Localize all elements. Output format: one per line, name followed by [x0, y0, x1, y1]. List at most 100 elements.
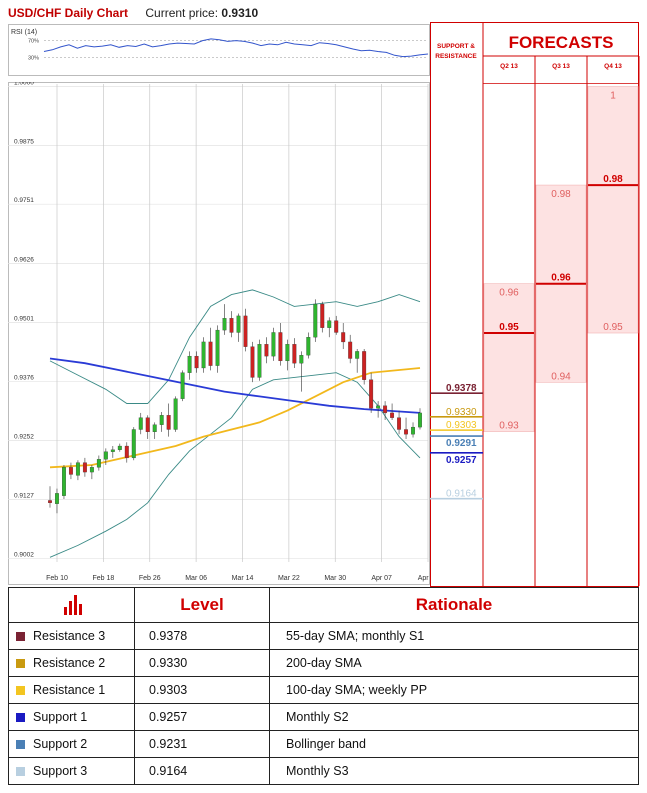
level-swatch: [16, 659, 25, 669]
level-swatch: [16, 686, 25, 696]
forecast-column-label: Q4 13: [604, 63, 622, 70]
candle: [89, 467, 94, 473]
candle: [418, 412, 422, 428]
levels-table: Level Rationale Resistance 3 0.9378 55-d…: [8, 587, 639, 785]
support-resistance-label: SUPPORT &: [437, 43, 475, 50]
candle: [159, 415, 164, 425]
candle: [138, 417, 143, 430]
level-name: Support 3: [33, 764, 88, 778]
level-swatch: [16, 713, 25, 723]
forecast-high-label: 0.96: [499, 288, 519, 299]
level-value: 0.9303: [134, 676, 270, 704]
level-rationale: 55-day SMA; monthly S1: [269, 622, 639, 650]
table-row: Resistance 1 0.9303 100-day SMA; weekly …: [8, 676, 639, 704]
y-tick-label: 0.9252: [14, 433, 34, 440]
candle: [257, 344, 262, 378]
support-resistance-label: RESISTANCE: [435, 53, 477, 60]
candle: [292, 344, 297, 364]
rsi-title: RSI (14): [11, 29, 37, 36]
candle: [187, 355, 192, 373]
candle: [306, 337, 311, 356]
candle: [180, 372, 185, 399]
level-name: Resistance 1: [33, 683, 106, 697]
candle: [348, 341, 353, 359]
candle: [55, 493, 59, 504]
y-tick-label: 0.9501: [14, 316, 34, 323]
forecast-column-label: Q3 13: [552, 63, 570, 70]
forecast-low-label: 0.93: [499, 421, 519, 432]
level-swatch: [16, 632, 25, 642]
bollinger-upper-line: [49, 289, 421, 404]
levels-table-header: Level Rationale: [8, 587, 639, 623]
candle: [327, 320, 332, 328]
level-label: 0.9164: [446, 489, 477, 500]
chart-header: USD/CHF Daily Chart Current price: 0.931…: [8, 6, 258, 20]
level-label: 0.9378: [446, 383, 477, 394]
level-value: 0.9378: [134, 622, 270, 650]
candle: [145, 417, 150, 433]
rsi-line: [43, 38, 429, 58]
forecast-low-label: 0.95: [603, 322, 623, 333]
x-tick-label: Apr 15: [418, 575, 430, 582]
y-tick-label: 0.9376: [14, 375, 34, 382]
candle: [264, 344, 269, 357]
candle: [173, 398, 178, 430]
y-tick-label: 0.9002: [14, 552, 34, 559]
candle: [131, 429, 136, 459]
candle: [369, 379, 374, 409]
x-tick-label: Mar 30: [324, 575, 346, 582]
level-name: Resistance 2: [33, 656, 106, 670]
level-name: Support 1: [33, 710, 88, 724]
forecast-median-label: 0.98: [603, 174, 623, 185]
candle: [285, 344, 290, 362]
candle: [215, 329, 220, 366]
y-tick-label: 1.0000: [14, 82, 34, 86]
x-tick-label: Mar 06: [185, 575, 207, 582]
level-value: 0.9164: [134, 757, 270, 785]
candle: [320, 303, 325, 328]
rsi-tick-label: 70%: [28, 39, 39, 45]
candle: [48, 500, 52, 503]
y-tick-label: 0.9875: [14, 139, 34, 146]
candle: [117, 445, 122, 450]
candle: [124, 445, 129, 459]
level-swatch: [16, 767, 25, 777]
candle: [208, 341, 213, 366]
level-swatch: [16, 740, 25, 750]
forecast-range: [483, 283, 535, 432]
price-label: Current price:: [145, 6, 219, 20]
candle: [411, 426, 415, 435]
candle: [194, 355, 199, 369]
candle: [110, 449, 115, 452]
table-row: Resistance 3 0.9378 55-day SMA; monthly …: [8, 622, 639, 650]
y-tick-label: 0.9751: [14, 197, 34, 204]
candle: [75, 462, 80, 476]
candle: [243, 315, 248, 347]
x-tick-label: Feb 18: [92, 575, 114, 582]
level-rationale: Monthly S2: [269, 703, 639, 731]
table-row: Support 3 0.9164 Monthly S3: [8, 757, 639, 785]
candle: [96, 459, 101, 468]
table-icon-cell: [8, 587, 135, 623]
candle: [229, 318, 234, 333]
bar-chart-icon: [63, 595, 82, 616]
forecast-median-label: 0.95: [499, 322, 519, 333]
y-tick-label: 0.9127: [14, 493, 34, 500]
forecast-column-label: Q2 13: [500, 63, 518, 70]
forecast-range: [587, 86, 639, 334]
level-column-header: Level: [134, 587, 270, 623]
candle: [404, 429, 408, 435]
level-rationale: 100-day SMA; weekly PP: [269, 676, 639, 704]
candle: [103, 451, 108, 460]
table-row: Support 1 0.9257 Monthly S2: [8, 703, 639, 731]
candle: [271, 332, 276, 357]
chart-title: USD/CHF Daily Chart: [8, 6, 129, 20]
candle: [299, 355, 304, 364]
level-label: 0.9303: [446, 420, 477, 431]
level-value: 0.9231: [134, 730, 270, 758]
candle: [383, 405, 388, 414]
sma200-line: [49, 357, 421, 414]
forecast-low-label: 0.94: [551, 371, 571, 382]
candle: [397, 417, 402, 430]
x-tick-label: Mar 14: [232, 575, 254, 582]
